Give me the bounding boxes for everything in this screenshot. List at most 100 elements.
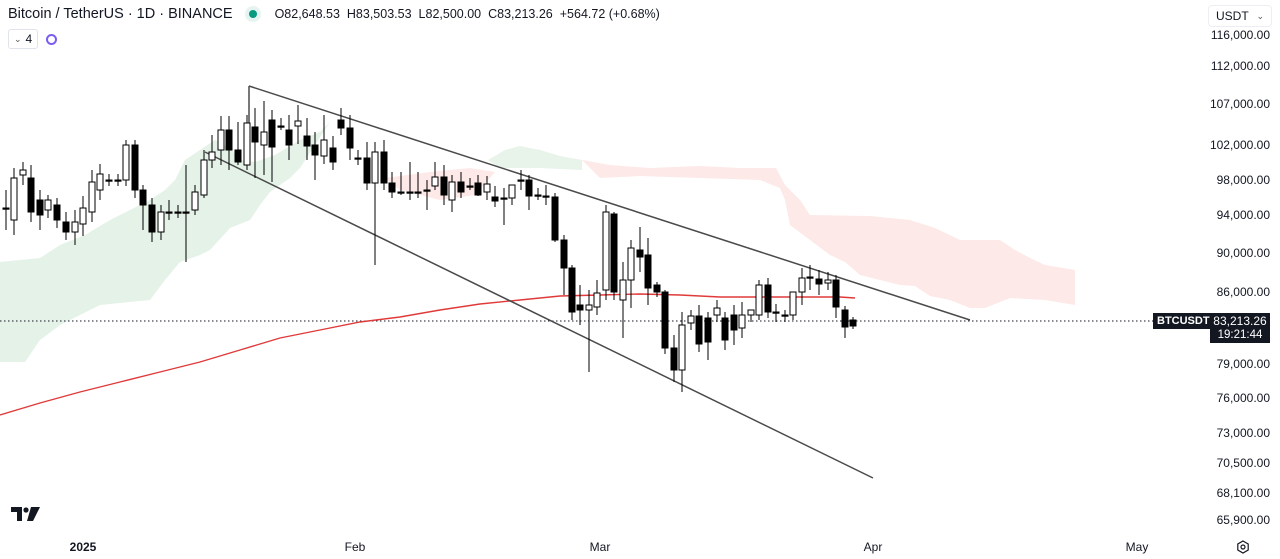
candle (560, 235, 568, 295)
moving-average-line (0, 293, 856, 416)
candle (243, 115, 251, 170)
candle (474, 175, 482, 196)
price-axis-label: 76,000.00 (1216, 391, 1270, 405)
candle (380, 140, 388, 190)
candle (96, 164, 104, 200)
candle (354, 150, 362, 165)
candle (139, 185, 147, 230)
high-value: H83,503.53 (346, 7, 412, 21)
candle (815, 270, 823, 295)
candle (53, 198, 61, 228)
currency-label: USDT (1216, 9, 1249, 23)
candle (79, 196, 87, 236)
candle (277, 118, 285, 130)
candle (670, 335, 678, 382)
candle (311, 132, 319, 180)
candle (19, 162, 27, 185)
price-axis-label: 86,000.00 (1216, 285, 1270, 299)
indicators-toggle-button[interactable]: ⌄ 4 (8, 29, 39, 49)
candle (721, 312, 729, 350)
candle (695, 305, 703, 352)
indicators-count: 4 (25, 32, 33, 46)
candle (841, 306, 849, 338)
time-axis-label: Mar (589, 540, 611, 554)
candle (388, 172, 396, 198)
candle (517, 170, 525, 190)
settings-gear-icon[interactable] (1236, 540, 1250, 559)
price-axis-label: 73,000.00 (1216, 426, 1270, 440)
price-axis-label: 98,000.00 (1216, 173, 1270, 187)
candle (832, 275, 840, 318)
candle (713, 300, 721, 322)
time-axis-label: Feb (344, 540, 366, 554)
candle (234, 122, 242, 165)
candle (251, 108, 259, 178)
price-axis-label: 102,000.00 (1209, 138, 1270, 152)
candle (440, 165, 448, 205)
symbol-legend[interactable]: Bitcoin / TetherUS · 1D · BINANCE O82,64… (8, 6, 660, 22)
candle (448, 175, 456, 212)
candle (303, 118, 311, 160)
candle (431, 162, 439, 190)
price-axis-label: 70,500.00 (1216, 456, 1270, 470)
candle (525, 175, 533, 210)
wedge-upper-trendline[interactable] (248, 85, 971, 321)
candle (27, 165, 35, 222)
low-value: L82,500.00 (418, 7, 482, 21)
candle (704, 312, 712, 360)
candle (653, 282, 661, 297)
candle (414, 172, 422, 198)
wedge-trendlines[interactable] (204, 85, 971, 479)
candle (200, 150, 208, 198)
candle (406, 162, 414, 200)
candle (346, 115, 354, 160)
symbol-title[interactable]: Bitcoin / TetherUS · 1D · BINANCE (8, 6, 233, 22)
candle (483, 176, 491, 200)
candle (789, 291, 797, 320)
candle (225, 116, 233, 170)
market-status-dot (248, 10, 257, 18)
currency-select[interactable]: USDT ⌄ (1208, 5, 1272, 27)
price-axis-label: 90,000.00 (1216, 246, 1270, 260)
candle (755, 280, 763, 320)
candle (371, 142, 379, 265)
ichimoku-cloud (0, 122, 1075, 362)
candle (148, 198, 156, 242)
candle (62, 212, 70, 240)
candle (122, 140, 130, 186)
price-axis-label: 116,000.00 (1210, 28, 1270, 42)
candle (508, 184, 516, 205)
wedge-lower-trendline[interactable] (204, 151, 874, 479)
tradingview-logo-icon[interactable] (11, 507, 41, 526)
price-axis-label: 68,100.00 (1216, 486, 1270, 500)
change-value: +564.72 (+0.68%) (559, 7, 660, 21)
candle (542, 185, 550, 205)
open-value: O82,648.53 (274, 7, 340, 21)
candle (423, 180, 431, 210)
price-axis-label: 107,000.00 (1209, 97, 1270, 111)
candle (806, 265, 814, 290)
time-axis-label: 2025 (69, 540, 97, 554)
candle (747, 309, 755, 322)
indicators-row: ⌄ 4 (8, 29, 58, 49)
candle (157, 205, 165, 240)
symbol-price-tag: BTCUSDT (1153, 313, 1214, 329)
close-value: C83,213.26 (488, 7, 553, 21)
candle (88, 170, 96, 222)
candle (500, 188, 508, 225)
candlestick-series (2, 101, 857, 392)
candle (687, 310, 695, 330)
candle (363, 142, 371, 190)
candle (576, 285, 584, 325)
candle (619, 262, 627, 338)
candle (260, 101, 268, 175)
candle (114, 174, 122, 186)
candle (2, 190, 10, 230)
candle (636, 227, 644, 272)
candle (781, 310, 789, 322)
candle (678, 312, 686, 392)
candle (730, 305, 738, 345)
candle (397, 172, 405, 195)
candle (131, 140, 139, 198)
